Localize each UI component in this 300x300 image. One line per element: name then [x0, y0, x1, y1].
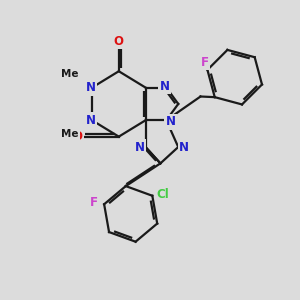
Text: Cl: Cl: [156, 188, 169, 201]
Text: N: N: [160, 80, 170, 93]
Text: Me: Me: [61, 129, 79, 139]
Text: O: O: [114, 35, 124, 48]
Text: Me: Me: [61, 69, 79, 79]
Text: F: F: [200, 56, 208, 69]
Text: N: N: [166, 115, 176, 128]
Text: N: N: [85, 81, 96, 94]
Text: N: N: [85, 114, 96, 127]
Text: N: N: [135, 140, 145, 154]
Text: N: N: [179, 140, 189, 154]
Text: O: O: [72, 130, 82, 143]
Text: F: F: [90, 196, 98, 209]
